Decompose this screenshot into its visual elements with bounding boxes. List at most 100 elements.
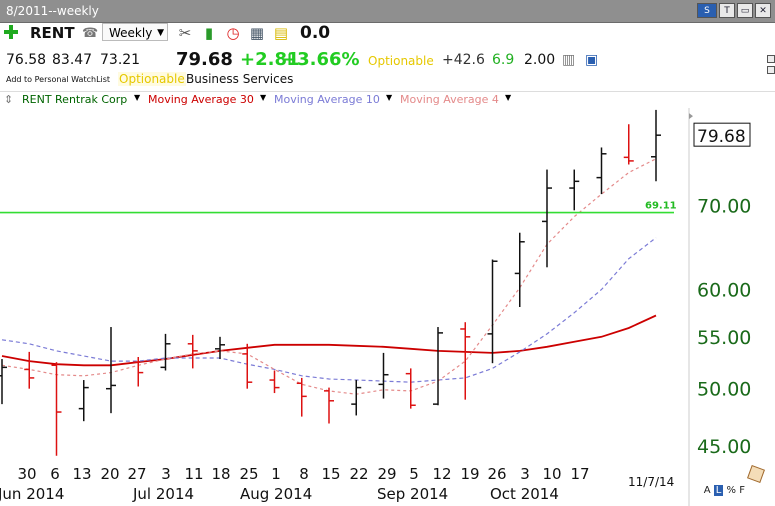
x-month-label: Jul 2014 (132, 485, 194, 503)
moving-averages (1, 158, 657, 395)
y-tick-label: 55.00 (697, 327, 751, 349)
last-price-box (693, 122, 751, 147)
x-month-label: Jun 2014 (0, 485, 64, 503)
save-window-icon[interactable]: ▭ (737, 3, 753, 18)
legend-item-ma30[interactable]: Moving Average 30 (148, 93, 254, 106)
scale-f-button[interactable]: F (739, 485, 745, 496)
ohlc-bar (433, 327, 443, 406)
panel-toggle-icon[interactable] (767, 66, 775, 74)
save-icon[interactable]: ▣ (585, 52, 599, 68)
x-month-label: Aug 2014 (240, 485, 312, 503)
price-bars (0, 109, 661, 456)
x-tick-label: 6 (50, 465, 60, 483)
ohlc-bar (514, 232, 525, 308)
period-select[interactable]: Weekly ▼ (102, 23, 168, 41)
ohlc-bar (324, 387, 334, 424)
horizontal-line: 69.11 (0, 201, 677, 214)
x-tick-label: 22 (349, 465, 368, 483)
x-tick-label: 17 (570, 465, 589, 483)
price-chart[interactable]: 69.11 79.68 70.00 60.00 55.00 50.00 45.00 30 6… (0, 108, 775, 506)
s-button[interactable]: S (697, 3, 717, 18)
open-price: 76.58 (6, 52, 47, 68)
ohlc-bar (51, 362, 62, 456)
low-price: 73.21 (100, 52, 141, 68)
add-to-watchlist-link[interactable]: Add to Personal WatchList (6, 75, 111, 84)
legend-item-rent[interactable]: RENT Rentrak Corp (22, 93, 128, 106)
stat-2: 6.9 (492, 52, 515, 68)
t-button[interactable]: T (719, 3, 735, 18)
ohlc-bar (405, 368, 416, 409)
add-icon[interactable] (4, 25, 18, 39)
tools-icon[interactable]: ✂ (178, 24, 192, 42)
scale-pct-button[interactable]: % (726, 485, 737, 496)
level-line-label: 69.11 (645, 201, 677, 212)
ma10-line (1, 237, 657, 383)
chevron-down-icon: ▼ (157, 28, 164, 38)
close-icon[interactable]: ✕ (755, 3, 771, 18)
x-tick-label: 3 (520, 465, 530, 483)
stat-1: +42.6 (442, 52, 485, 68)
ohlc-bar (596, 147, 607, 195)
chevron-down-icon[interactable]: ▼ (505, 93, 512, 102)
x-tick-label: 8 (299, 465, 309, 483)
alarm-clock-icon[interactable]: ◷ (226, 24, 240, 42)
panel-toggle-icon[interactable] (767, 55, 775, 63)
quote-row: 76.58 83.47 73.21 79.68 +2.81 +3.66% Opt… (0, 48, 775, 70)
x-tick-label: 3 (161, 465, 171, 483)
phone-icon[interactable]: ☎ (82, 26, 99, 41)
period-value: Weekly (109, 26, 153, 40)
ohlc-bar (460, 322, 471, 400)
x-tick-label: 10 (542, 465, 561, 483)
ohlc-bar (569, 169, 580, 211)
legend-item-ma10[interactable]: Moving Average 10 (274, 93, 380, 106)
x-tick-label: 15 (321, 465, 340, 483)
ohlc-bar (0, 359, 7, 405)
x-tick-label: 13 (72, 465, 91, 483)
window-title[interactable]: 8/2011--weekly (6, 4, 99, 18)
stack-icon[interactable]: ▥ (562, 52, 576, 68)
price-change: +2.81 (240, 49, 300, 70)
optionable-badge: Optionable (118, 72, 186, 86)
toolbar-value: 0.0 (300, 23, 331, 43)
scale-log-button[interactable]: L (713, 485, 724, 496)
chevron-down-icon[interactable]: ▼ (260, 93, 267, 102)
ohlc-bar (106, 327, 116, 414)
ohlc-bar (78, 380, 89, 422)
y-tick-label: 50.00 (697, 379, 751, 401)
ohlc-bar (215, 336, 225, 360)
legend-item-ma4[interactable]: Moving Average 4 (400, 93, 499, 106)
symbol-field[interactable]: RENT (30, 24, 75, 42)
grid-add-icon[interactable]: ▦ (249, 24, 265, 42)
ohlc-bar (187, 334, 198, 369)
x-tick-label: 18 (211, 465, 230, 483)
note-icon[interactable]: ▤ (273, 24, 289, 42)
scale-a-button[interactable]: A (703, 485, 711, 496)
toolbar: RENT ☎ Weekly ▼ ✂ ▮ ◷ ▦ ▤ 0.0 (0, 22, 775, 46)
ohlc-bar (623, 124, 634, 165)
stat-3: 2.00 (524, 52, 556, 68)
last-price-label: 79.68 (697, 127, 746, 147)
bar-chart-icon[interactable]: ▮ (204, 24, 214, 42)
y-axis: 79.68 70.00 60.00 55.00 50.00 45.00 (689, 113, 751, 458)
price-marker (689, 113, 693, 120)
current-date-label: 11/7/14 (628, 475, 674, 489)
legend-arrow-icon: ⇕ (4, 93, 14, 106)
x-tick-label: 27 (127, 465, 146, 483)
x-tick-label: 11 (184, 465, 203, 483)
optionable-label: Optionable (368, 54, 434, 68)
ma30-line (1, 314, 657, 367)
ohlc-bar (269, 370, 280, 394)
x-tick-label: 5 (409, 465, 419, 483)
ohlc-bar (242, 343, 253, 389)
x-tick-label: 26 (487, 465, 506, 483)
x-tick-label: 25 (239, 465, 258, 483)
title-bar: 8/2011--weekly S T ▭ ✕ (0, 0, 775, 23)
y-tick-label: 70.00 (697, 196, 751, 218)
chevron-down-icon[interactable]: ▼ (134, 93, 141, 102)
ohlc-bar (351, 380, 362, 416)
right-panel-controls (767, 55, 775, 85)
x-month-label: Oct 2014 (490, 485, 559, 503)
window-buttons: S T ▭ ✕ (697, 3, 771, 18)
x-tick-label: 12 (432, 465, 451, 483)
chevron-down-icon[interactable]: ▼ (386, 93, 393, 102)
